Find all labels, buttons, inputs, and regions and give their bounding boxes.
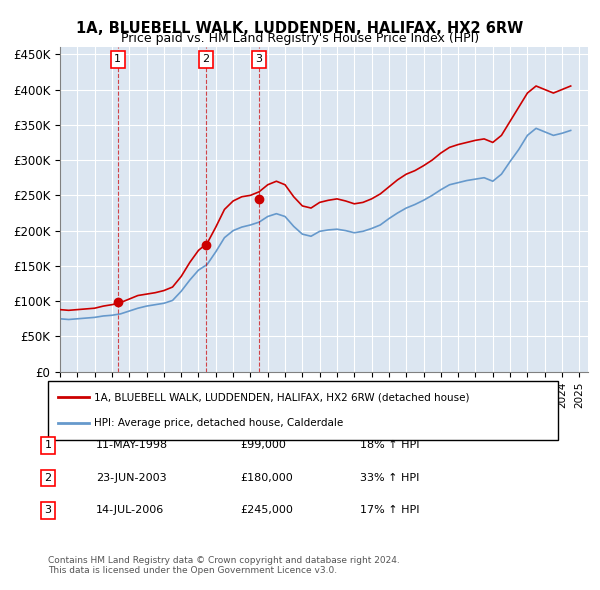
Text: £180,000: £180,000 (240, 473, 293, 483)
Text: 2: 2 (44, 473, 52, 483)
Text: 14-JUL-2006: 14-JUL-2006 (96, 506, 164, 515)
Text: 2: 2 (202, 54, 209, 64)
Text: 11-MAY-1998: 11-MAY-1998 (96, 441, 168, 450)
Text: 1: 1 (44, 441, 52, 450)
Text: 33% ↑ HPI: 33% ↑ HPI (360, 473, 419, 483)
Text: 1A, BLUEBELL WALK, LUDDENDEN, HALIFAX, HX2 6RW: 1A, BLUEBELL WALK, LUDDENDEN, HALIFAX, H… (76, 21, 524, 35)
Text: 23-JUN-2003: 23-JUN-2003 (96, 473, 167, 483)
Text: Contains HM Land Registry data © Crown copyright and database right 2024.
This d: Contains HM Land Registry data © Crown c… (48, 556, 400, 575)
FancyBboxPatch shape (48, 381, 558, 440)
Text: £99,000: £99,000 (240, 441, 286, 450)
Text: HPI: Average price, detached house, Calderdale: HPI: Average price, detached house, Cald… (94, 418, 343, 428)
Text: 3: 3 (44, 506, 52, 515)
Text: 17% ↑ HPI: 17% ↑ HPI (360, 506, 419, 515)
Text: 3: 3 (256, 54, 263, 64)
Text: 1A, BLUEBELL WALK, LUDDENDEN, HALIFAX, HX2 6RW (detached house): 1A, BLUEBELL WALK, LUDDENDEN, HALIFAX, H… (94, 392, 469, 402)
Text: Price paid vs. HM Land Registry's House Price Index (HPI): Price paid vs. HM Land Registry's House … (121, 32, 479, 45)
Text: 1: 1 (114, 54, 121, 64)
Text: 18% ↑ HPI: 18% ↑ HPI (360, 441, 419, 450)
Text: £245,000: £245,000 (240, 506, 293, 515)
